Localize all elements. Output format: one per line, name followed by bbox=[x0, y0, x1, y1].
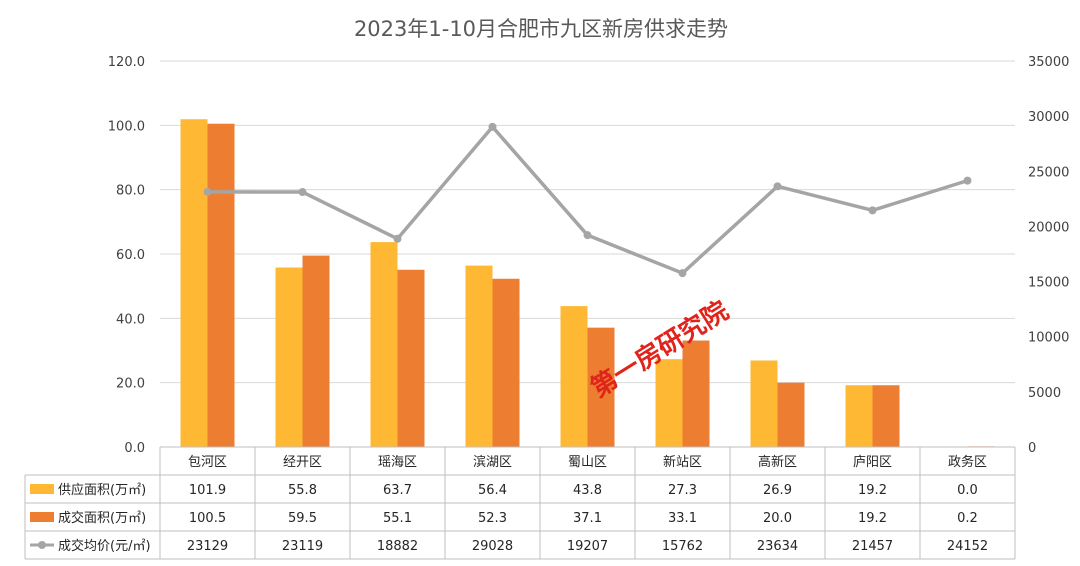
data-cell: 59.5 bbox=[288, 511, 317, 526]
data-cell: 19.2 bbox=[858, 483, 887, 498]
category-label: 经开区 bbox=[283, 455, 322, 470]
price-line-path bbox=[207, 125, 969, 275]
bar bbox=[492, 278, 520, 447]
data-cell: 24152 bbox=[947, 539, 988, 554]
data-cell: 37.1 bbox=[573, 511, 602, 526]
left-tick-label: 60.0 bbox=[116, 248, 145, 263]
left-tick-label: 120.0 bbox=[108, 55, 145, 70]
right-axis: 0 5000 10000 15000 20000 25000 30000 35000 bbox=[1028, 55, 1069, 456]
data-cell: 23119 bbox=[282, 539, 323, 554]
bar bbox=[465, 265, 493, 447]
price-point bbox=[868, 206, 877, 215]
data-cell: 19207 bbox=[567, 539, 608, 554]
data-cell: 52.3 bbox=[478, 511, 507, 526]
left-tick-label: 20.0 bbox=[116, 377, 145, 392]
category-label: 高新区 bbox=[758, 454, 797, 470]
bar bbox=[370, 242, 398, 447]
price-point bbox=[963, 176, 972, 185]
price-point bbox=[583, 231, 592, 240]
series-label: 成交面积(万㎡) bbox=[58, 510, 146, 526]
data-cell: 15762 bbox=[662, 539, 703, 554]
price-line bbox=[203, 122, 972, 278]
category-label: 包河区 bbox=[188, 455, 227, 470]
left-tick-label: 80.0 bbox=[116, 184, 145, 199]
series-label: 供应面积(万㎡) bbox=[58, 482, 146, 498]
data-cell: 20.0 bbox=[763, 511, 792, 526]
bar bbox=[845, 385, 873, 447]
data-cell: 29028 bbox=[472, 539, 513, 554]
legend-swatch bbox=[38, 541, 46, 549]
price-point bbox=[773, 182, 782, 191]
left-tick-label: 40.0 bbox=[116, 312, 145, 327]
data-cell: 55.1 bbox=[383, 511, 412, 526]
left-tick-label: 100.0 bbox=[108, 119, 145, 134]
right-tick-label: 0 bbox=[1028, 441, 1036, 456]
data-cell: 33.1 bbox=[668, 511, 697, 526]
price-point bbox=[488, 122, 497, 131]
bar bbox=[655, 359, 683, 447]
data-cell: 21457 bbox=[852, 539, 893, 554]
bar bbox=[587, 327, 615, 447]
bar bbox=[872, 385, 900, 447]
right-tick-label: 5000 bbox=[1028, 386, 1061, 401]
bar bbox=[397, 269, 425, 447]
right-tick-label: 10000 bbox=[1028, 331, 1069, 346]
data-cell: 19.2 bbox=[858, 511, 887, 526]
data-cell: 101.9 bbox=[189, 483, 226, 498]
bar bbox=[750, 360, 778, 447]
data-cell: 100.5 bbox=[189, 511, 226, 526]
chart-title: 2023年1-10月合肥市九区新房供求走势 bbox=[354, 17, 728, 41]
price-point bbox=[203, 187, 212, 196]
bars bbox=[180, 119, 995, 447]
bar bbox=[275, 267, 303, 447]
data-cell: 56.4 bbox=[478, 483, 507, 498]
bar bbox=[777, 382, 805, 447]
price-point bbox=[298, 188, 307, 197]
data-cell: 0.0 bbox=[957, 483, 978, 498]
bar bbox=[682, 340, 710, 447]
right-tick-label: 35000 bbox=[1028, 55, 1069, 70]
category-label: 蜀山区 bbox=[568, 455, 607, 470]
data-cell: 23634 bbox=[757, 539, 798, 554]
bar bbox=[207, 123, 235, 447]
data-cell: 43.8 bbox=[573, 483, 602, 498]
price-point bbox=[393, 234, 402, 243]
bar bbox=[560, 306, 588, 447]
category-label: 瑶海区 bbox=[378, 455, 417, 470]
right-tick-label: 15000 bbox=[1028, 276, 1069, 291]
data-cell: 18882 bbox=[377, 539, 418, 554]
category-label: 新站区 bbox=[663, 454, 702, 470]
category-label: 庐阳区 bbox=[853, 455, 892, 470]
left-axis: 0.0 20.0 40.0 60.0 80.0 100.0 120.0 bbox=[108, 55, 145, 456]
left-tick-label: 0.0 bbox=[124, 441, 145, 456]
data-cell: 27.3 bbox=[668, 483, 697, 498]
series-label: 成交均价(元/㎡) bbox=[58, 538, 151, 554]
category-label: 政务区 bbox=[948, 454, 987, 470]
price-point bbox=[678, 269, 687, 278]
data-cell: 63.7 bbox=[383, 483, 412, 498]
bar bbox=[180, 119, 208, 447]
data-cell: 55.8 bbox=[288, 483, 317, 498]
right-tick-label: 30000 bbox=[1028, 110, 1069, 125]
data-cell: 0.2 bbox=[957, 511, 978, 526]
data-cell: 23129 bbox=[187, 539, 228, 554]
category-label: 滨湖区 bbox=[473, 454, 512, 470]
legend-swatch bbox=[30, 512, 54, 522]
legend-swatch bbox=[30, 484, 54, 494]
right-tick-label: 25000 bbox=[1028, 165, 1069, 180]
right-tick-label: 20000 bbox=[1028, 220, 1069, 235]
data-cell: 26.9 bbox=[763, 483, 792, 498]
bar bbox=[302, 255, 330, 447]
